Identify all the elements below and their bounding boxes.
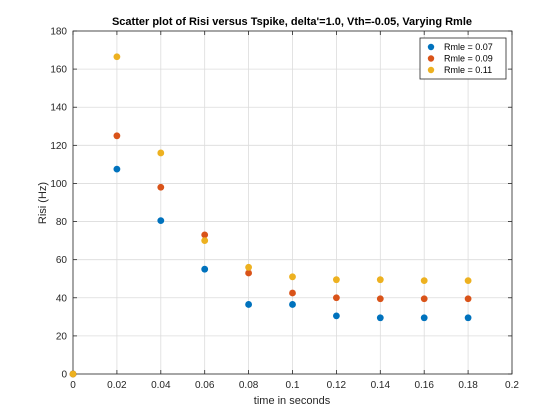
data-point <box>245 301 253 308</box>
y-tick-label: 160 <box>50 65 67 76</box>
data-point <box>201 265 209 273</box>
data-point <box>420 314 428 322</box>
data-point <box>113 165 121 173</box>
x-tick-label: 0.2 <box>505 380 519 391</box>
x-tick-label: 0.08 <box>239 380 259 391</box>
data-point <box>157 217 165 225</box>
plot-area: 0 0.02 0.04 0.06 0.08 0.1 0.12 0.14 0.16 0.18 0.2 … <box>50 27 519 392</box>
y-tick-label: 100 <box>50 179 67 190</box>
data-point <box>245 269 253 277</box>
data-point <box>201 231 209 239</box>
x-tick-label: 0.04 <box>151 380 171 391</box>
x-tick-label: 0.02 <box>107 380 127 391</box>
data-point <box>420 295 428 303</box>
y-tick-label: 20 <box>56 331 68 342</box>
data-point <box>376 276 384 284</box>
y-tick-label: 40 <box>56 293 68 304</box>
x-tick-label: 0.14 <box>371 380 391 391</box>
x-axis-label: time in seconds <box>254 395 331 407</box>
y-axis-ticks: 0 20 40 60 80 100 120 140 160 180 <box>50 27 512 381</box>
y-tick-label: 0 <box>61 370 67 381</box>
x-tick-label: 0.1 <box>286 380 300 391</box>
x-tick-label: 0.18 <box>458 380 478 391</box>
x-tick-label: 0.12 <box>327 380 347 391</box>
series-1 <box>69 165 472 378</box>
y-tick-label: 180 <box>50 27 67 38</box>
data-point <box>289 273 296 281</box>
data-point <box>333 294 340 302</box>
y-tick-label: 120 <box>50 141 67 152</box>
data-point <box>420 277 428 285</box>
legend-entry: Rmle = 0.09 <box>444 54 493 64</box>
data-point <box>245 263 253 271</box>
data-point <box>201 237 209 245</box>
legend-marker <box>427 43 435 51</box>
series-3 <box>69 53 472 378</box>
data-point <box>464 277 472 285</box>
legend-entry: Rmle = 0.11 <box>444 65 492 75</box>
y-tick-label: 80 <box>56 217 68 228</box>
data-point <box>464 314 472 322</box>
x-tick-label: 0.06 <box>195 380 215 391</box>
data-point <box>376 314 384 322</box>
legend-entry: Rmle = 0.07 <box>444 42 493 52</box>
data-point <box>333 276 340 284</box>
data-points <box>69 53 472 378</box>
data-point <box>289 289 296 297</box>
y-tick-label: 140 <box>50 103 67 114</box>
x-tick-label: 0 <box>70 380 76 391</box>
x-tick-label: 0.16 <box>414 380 434 391</box>
data-point <box>376 295 384 303</box>
data-point <box>333 312 340 320</box>
data-point <box>69 370 77 378</box>
data-point <box>157 149 165 157</box>
x-axis-ticks: 0 0.02 0.04 0.06 0.08 0.1 0.12 0.14 0.16 0.18 0.2 <box>70 31 519 391</box>
data-point <box>113 53 121 61</box>
y-tick-label: 60 <box>56 255 68 266</box>
legend-marker <box>427 55 435 62</box>
legend-marker <box>427 66 435 74</box>
data-point <box>289 301 296 308</box>
data-point <box>113 132 121 140</box>
data-point <box>157 183 165 191</box>
legend-box <box>419 37 507 80</box>
chart-title: Scatter plot of Risi versus Tspike, delt… <box>112 16 472 28</box>
y-axis-label: Risi (Hz) <box>37 182 49 224</box>
data-point <box>464 295 472 303</box>
